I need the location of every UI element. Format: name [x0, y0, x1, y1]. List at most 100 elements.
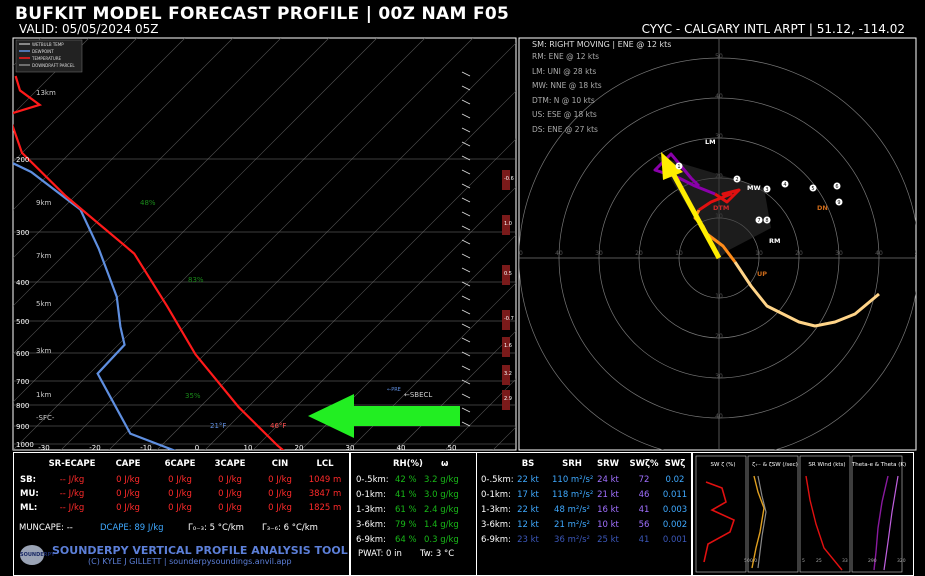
- hodograph-trace: [733, 261, 880, 328]
- wind-barb: [461, 295, 471, 301]
- isotherm-line: [13, 38, 234, 259]
- thermo-column-header: CIN: [271, 459, 289, 469]
- moisture-row-label: 6-9km:: [356, 535, 386, 545]
- temp-tick-label: 30: [346, 444, 355, 452]
- page-title: BUFKIT MODEL FORECAST PROFILE | 00Z NAM …: [15, 4, 510, 24]
- height-marker-label: 3: [765, 187, 768, 193]
- wind-barb: [461, 281, 471, 287]
- kinematics-row-label: 1-3km:: [481, 505, 511, 515]
- kinematics-cell: 41: [638, 535, 650, 545]
- moisture-rh-cell: 42 %: [395, 475, 417, 485]
- legend-box: [15, 39, 83, 73]
- kinematics-cell: 110 m²/s²: [552, 475, 594, 485]
- kinematics-column-header: SRW: [596, 459, 620, 469]
- ring-label: 10: [675, 250, 683, 257]
- hodograph-trace: [698, 188, 741, 212]
- mini-axis-label: 0.0: [750, 558, 757, 564]
- pressure-tick-label: 400: [16, 279, 29, 287]
- temp-tick-label: -20: [89, 444, 100, 452]
- mini-axis-label: 5: [802, 558, 805, 564]
- bulk-shear-bar: [502, 265, 510, 285]
- motion-marker-label: DTM: [713, 204, 729, 212]
- height-label: 1km: [36, 391, 52, 399]
- isotherm-line: [13, 38, 426, 450]
- mini-axis-label: 25: [816, 558, 822, 564]
- thermo-cell: 0 J/kg: [168, 475, 192, 485]
- temperature-line: [13, 75, 285, 450]
- motion-marker-label: MW: [747, 184, 761, 192]
- moisture-rh-cell: 61 %: [395, 505, 417, 515]
- kinematics-cell: 36 m²/s²: [554, 535, 590, 545]
- moisture-w-cell: 3.0 g/kg: [424, 490, 459, 500]
- height-marker: [733, 175, 741, 183]
- thermo-cell: 0 J/kg: [116, 489, 140, 499]
- valid-time: VALID: 05/05/2024 05Z: [19, 22, 159, 36]
- isotherm-line: [13, 38, 186, 211]
- mini-panel-frame: [695, 455, 747, 573]
- height-marker-label: 9: [837, 200, 840, 206]
- wind-barb: [461, 393, 471, 399]
- theta-line: [883, 475, 899, 571]
- height-marker: [763, 216, 771, 224]
- legend-label: DOWNDRAFT PARCEL: [32, 63, 75, 68]
- kinematics-column-header: SRH: [562, 459, 582, 469]
- wind-barb: [461, 309, 471, 315]
- pressure-tick-label: 900: [16, 423, 29, 431]
- sw-zeta-line: [703, 481, 735, 563]
- ring-label: 20: [795, 250, 803, 257]
- bulk-shear-label: -0.7: [504, 316, 514, 322]
- lapse-rate-03: Γ₀₋₃: 5 °C/km: [188, 523, 244, 533]
- storm-motion-item: DS: ENE @ 27 kts: [532, 124, 598, 134]
- mini-axis-label: 320: [897, 558, 906, 564]
- site-label: CYYC - CALGARY INTL ARPT | 51.12, -114.0…: [641, 22, 905, 36]
- thermo-cell: 0 J/kg: [168, 503, 192, 513]
- ring-label: 30: [715, 133, 723, 140]
- kinematics-cell: 16 kt: [597, 505, 619, 515]
- wind-barb: [461, 421, 471, 427]
- wind-barb: [461, 323, 471, 329]
- moisture-row-label: 0-.5km:: [356, 475, 389, 485]
- thermo-cell: 0 J/kg: [268, 475, 292, 485]
- thermo-cell: 1825 m: [308, 503, 342, 513]
- height-label: 7km: [36, 252, 52, 260]
- moisture-w-cell: 0.3 g/kg: [424, 535, 459, 545]
- kinematics-column-header: SWζ%: [629, 459, 659, 469]
- rh-label: 48%: [140, 199, 156, 207]
- bulk-shear-label: 3.2: [504, 371, 512, 377]
- rh-label: 35%: [185, 392, 201, 400]
- pressure-tick-label: 1000: [16, 441, 34, 449]
- muncape-value: MUNCAPE: --: [19, 523, 73, 533]
- motion-marker-label: LM: [705, 138, 716, 146]
- thermo-cell: 0 J/kg: [268, 489, 292, 499]
- wind-barb: [461, 99, 471, 105]
- moisture-w-cell: 3.2 g/kg: [424, 475, 459, 485]
- wind-barb: [461, 365, 471, 371]
- ring-label: 20: [715, 333, 723, 340]
- thermo-cell: 0 J/kg: [218, 503, 242, 513]
- zeta-line: [751, 475, 765, 569]
- height-marker-label: 1: [677, 164, 680, 170]
- storm-motion-item: US: ESE @ 18 kts: [532, 110, 597, 119]
- moisture-column-header: ω: [441, 459, 449, 469]
- ring-label: 40: [715, 93, 723, 100]
- kinematics-cell: 23 kt: [517, 535, 539, 545]
- pressure-tick-label: 700: [16, 378, 29, 386]
- motion-marker-label: DN: [817, 204, 828, 212]
- isotherm-line: [348, 282, 516, 450]
- ring-label: 30: [715, 373, 723, 380]
- bulk-shear-bar: [502, 365, 510, 385]
- dcape-value: DCAPE: 89 J/kg: [100, 523, 164, 533]
- thermo-cell: 0 J/kg: [218, 475, 242, 485]
- wind-barb: [461, 85, 471, 91]
- sfc-dewpoint-label: 21°F: [210, 422, 226, 430]
- zeta-sw-line: [757, 475, 767, 569]
- pre-label: ←PRE: [387, 387, 401, 393]
- pwat-value: PWAT: 0 in: [358, 549, 402, 559]
- bulk-shear-bar: [502, 337, 510, 357]
- ring-label: 30: [835, 250, 843, 257]
- wind-barb: [461, 267, 471, 273]
- skewt-frame: [12, 37, 517, 451]
- wind-barb: [461, 127, 471, 133]
- bulk-shear-label: -0.6: [504, 176, 514, 182]
